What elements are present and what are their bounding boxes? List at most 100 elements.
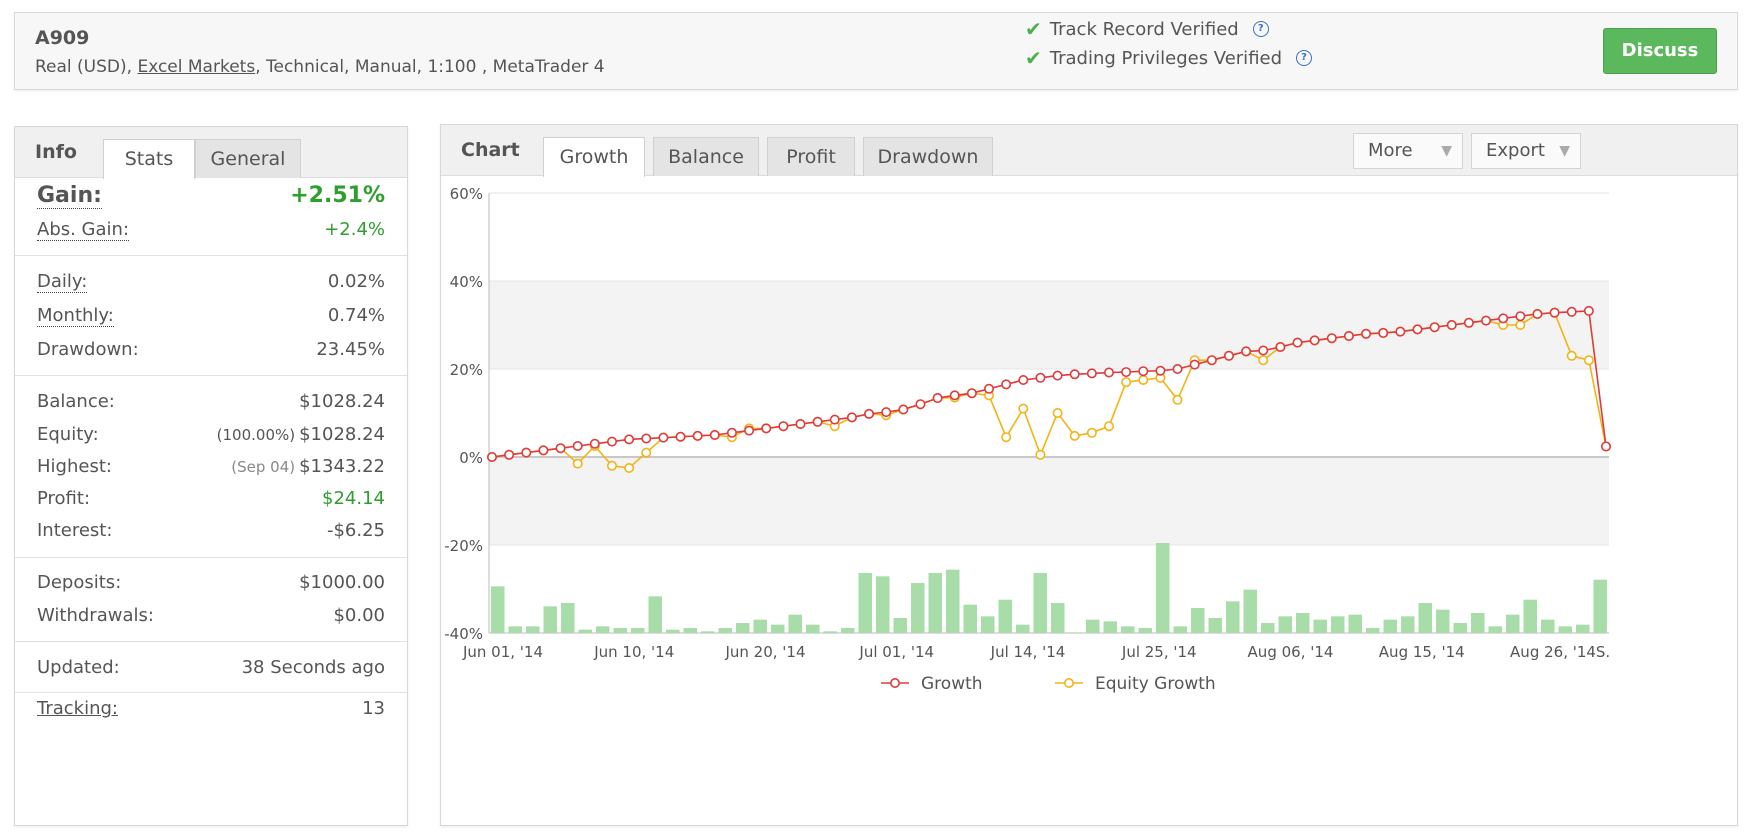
data-point — [1241, 346, 1252, 357]
data-point — [726, 427, 737, 438]
activity-bar — [1016, 624, 1030, 633]
data-point — [1086, 427, 1097, 438]
activity-bar — [1488, 626, 1502, 633]
data-point — [1532, 309, 1543, 320]
discuss-button[interactable]: Discuss — [1603, 28, 1717, 74]
account-name: A909 — [35, 27, 90, 49]
data-point — [1103, 367, 1114, 378]
chart-band — [489, 281, 1609, 369]
tab-growth[interactable]: Growth — [543, 137, 645, 177]
daily-value: 0.02% — [327, 271, 385, 292]
monthly-label[interactable]: Monthly: — [37, 305, 114, 327]
data-point — [1583, 355, 1594, 366]
more-label: More — [1368, 140, 1413, 161]
activity-bar — [946, 569, 960, 633]
data-point — [1549, 307, 1560, 318]
x-tick-label: Jun 10, '14 — [593, 643, 674, 661]
data-point — [555, 443, 566, 454]
profit-row: Profit: $24.14 — [37, 488, 385, 509]
data-point — [589, 438, 600, 449]
data-point — [966, 388, 977, 399]
data-point — [709, 430, 720, 441]
data-point — [692, 430, 703, 441]
y-tick-label: -20% — [444, 537, 483, 555]
interest-row: Interest: -$6.25 — [37, 520, 385, 541]
tab-balance[interactable]: Balance — [653, 137, 759, 176]
data-point — [1121, 377, 1132, 388]
data-point — [984, 383, 995, 394]
updated-label: Updated: — [37, 657, 120, 678]
data-point — [1258, 355, 1269, 366]
data-point — [1018, 403, 1029, 414]
activity-bar — [508, 626, 522, 633]
activity-bar — [1471, 613, 1485, 633]
account-header: A909 Real (USD), Excel Markets, Technica… — [14, 12, 1738, 90]
help-icon[interactable]: ? — [1252, 21, 1269, 37]
more-dropdown[interactable]: More ▼ — [1353, 133, 1463, 169]
data-point — [1018, 375, 1029, 386]
monthly-row: Monthly: 0.74% — [37, 305, 385, 327]
legend-equity-marker — [1063, 677, 1074, 688]
data-point — [864, 408, 875, 419]
y-tick-label: 40% — [450, 273, 483, 291]
activity-bar — [648, 596, 662, 633]
activity-bar — [1051, 603, 1065, 633]
data-point — [1172, 394, 1183, 405]
abs-gain-label[interactable]: Abs. Gain: — [37, 219, 130, 241]
tracking-link[interactable]: Tracking: — [37, 698, 118, 719]
activity-bar — [1226, 601, 1240, 633]
activity-bar — [1418, 603, 1432, 633]
data-point — [915, 399, 926, 410]
tab-profit[interactable]: Profit — [767, 137, 855, 176]
info-title: Info — [35, 141, 77, 163]
activity-bar — [578, 629, 592, 633]
check-icon: ✔ — [1025, 46, 1042, 70]
activity-bar — [841, 628, 855, 633]
deposits-label: Deposits: — [37, 572, 122, 593]
highest-label: Highest: — [37, 456, 112, 477]
export-dropdown[interactable]: Export ▼ — [1471, 133, 1581, 169]
tab-stats[interactable]: Stats — [103, 139, 195, 179]
daily-label[interactable]: Daily: — [37, 271, 88, 293]
data-point — [1378, 327, 1389, 338]
data-point — [1395, 326, 1406, 337]
activity-bar — [1383, 619, 1397, 633]
data-point — [572, 458, 583, 469]
deposits-row: Deposits: $1000.00 — [37, 572, 385, 593]
broker-link[interactable]: Excel Markets — [137, 57, 256, 77]
data-point — [641, 433, 652, 444]
activity-bar — [876, 576, 890, 633]
tab-drawdown[interactable]: Drawdown — [863, 137, 993, 176]
activity-bar — [1436, 609, 1450, 633]
data-point — [829, 414, 840, 425]
data-point — [1446, 320, 1457, 331]
activity-bar — [1296, 613, 1310, 633]
activity-bar — [1576, 624, 1590, 633]
activity-bar — [596, 626, 610, 633]
gain-label[interactable]: Gain: — [37, 183, 102, 209]
activity-bar — [1033, 573, 1047, 633]
data-point — [1001, 379, 1012, 390]
tab-general[interactable]: General — [195, 139, 301, 178]
data-point — [624, 462, 635, 473]
divider — [15, 255, 407, 256]
data-point — [1515, 320, 1526, 331]
tracking-row: Tracking: 13 — [37, 698, 385, 719]
data-point — [1275, 342, 1286, 353]
activity-bar — [683, 628, 697, 633]
x-tick-label: Jul 01, '14 — [858, 643, 934, 661]
chart-panel: Chart Growth Balance Profit Drawdown Mor… — [440, 124, 1738, 826]
data-point — [846, 412, 857, 423]
balance-label: Balance: — [37, 391, 115, 412]
balance-row: Balance: $1028.24 — [37, 391, 385, 412]
data-point — [486, 451, 497, 462]
activity-bar — [1261, 623, 1275, 633]
data-point — [881, 407, 892, 418]
activity-bar — [701, 631, 715, 633]
y-tick-label: 60% — [450, 185, 483, 203]
highest-date: (Sep 04) — [231, 458, 296, 476]
activity-bar — [1558, 626, 1572, 633]
help-icon[interactable]: ? — [1296, 50, 1313, 66]
highest-row: Highest: (Sep 04) $1343.22 — [37, 456, 385, 477]
activity-bar — [543, 606, 557, 633]
